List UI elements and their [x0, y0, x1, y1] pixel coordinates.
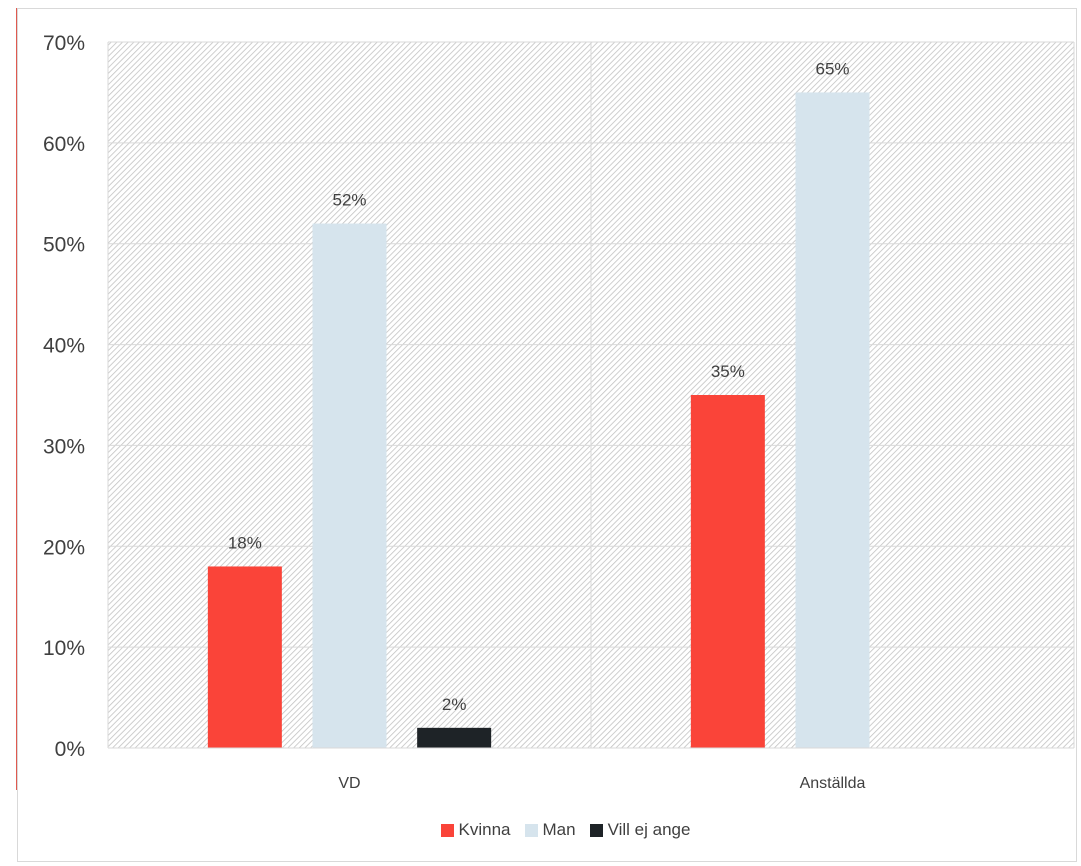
legend-swatch: [440, 823, 454, 837]
data-label: 2%: [442, 695, 467, 714]
legend-item: Vill ej ange: [589, 820, 691, 840]
y-tick-label: 0%: [55, 738, 85, 761]
data-label: 35%: [711, 362, 745, 381]
bar-man-0: [312, 223, 387, 749]
bar-kvinna-0: [207, 566, 282, 748]
bars: [207, 92, 870, 749]
legend-swatch: [524, 823, 538, 837]
y-tick-label: 10%: [43, 637, 85, 660]
legend-item: Man: [524, 820, 576, 840]
bar-man-1: [795, 92, 870, 748]
bar-kvinna-1: [690, 395, 765, 748]
legend-label: Vill ej ange: [607, 820, 691, 839]
y-axis: 0% 10% 20% 30% 40% 50% 60% 70%: [43, 32, 85, 761]
gridlines: [107, 41, 1075, 749]
x-category-label: VD: [338, 775, 360, 792]
data-label: 65%: [815, 59, 849, 78]
x-category-label: Anställda: [800, 775, 866, 792]
y-tick-label: 60%: [43, 133, 85, 156]
legend-label: Man: [542, 820, 576, 839]
legend: Kvinna Man Vill ej ange: [0, 820, 1081, 840]
data-label: 18%: [228, 533, 262, 552]
legend-swatch: [589, 823, 603, 837]
bar-vill-ej-ange-0: [417, 727, 492, 748]
y-tick-label: 20%: [43, 536, 85, 559]
y-tick-label: 50%: [43, 234, 85, 257]
y-tick-label: 30%: [43, 435, 85, 458]
y-tick-label: 40%: [43, 335, 85, 358]
data-labels: 18% 52% 2% 35% 65%: [228, 59, 850, 713]
left-accent-line: [16, 8, 17, 790]
x-axis: VD Anställda: [108, 747, 1074, 792]
legend-label: Kvinna: [458, 820, 511, 839]
legend-item: Kvinna: [440, 820, 511, 840]
y-tick-label: 70%: [43, 32, 85, 55]
data-label: 52%: [332, 191, 366, 210]
